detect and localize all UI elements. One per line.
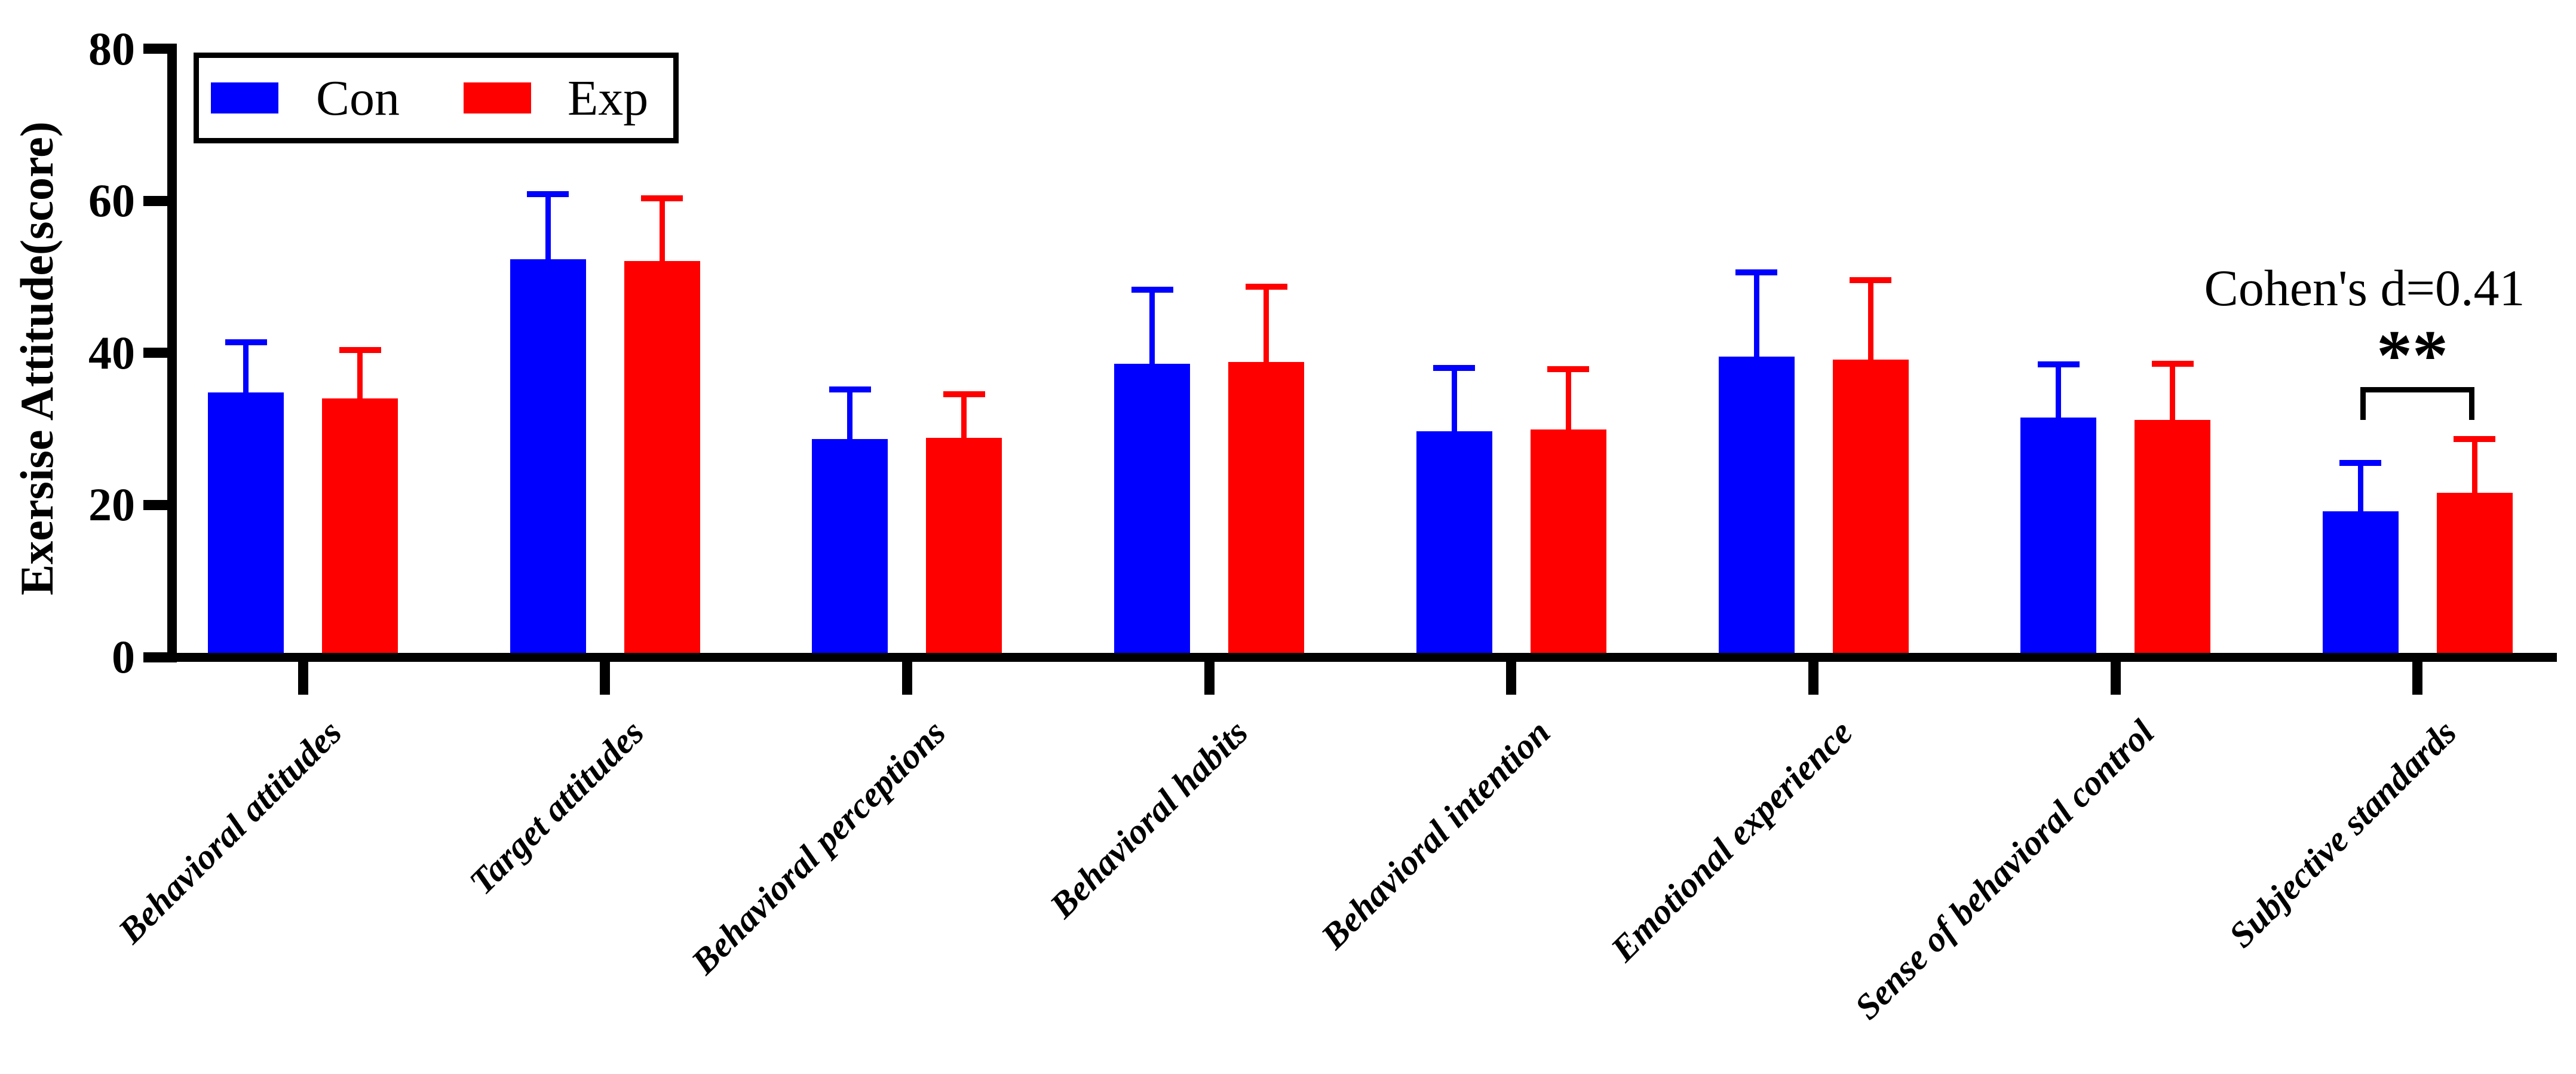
error-cap-exp-3 bbox=[943, 391, 985, 397]
error-stem-exp-8 bbox=[2471, 438, 2477, 495]
x-tick bbox=[1506, 662, 1517, 695]
error-stem-con-8 bbox=[2357, 463, 2363, 513]
category-label-2: Target attitudes bbox=[461, 712, 652, 903]
error-stem-exp-1 bbox=[357, 349, 363, 400]
bar-exp-4 bbox=[1228, 362, 1305, 657]
error-stem-exp-6 bbox=[1867, 280, 1873, 361]
error-cap-exp-7 bbox=[2151, 360, 2194, 367]
bar-con-4 bbox=[1114, 363, 1191, 657]
bar-exp-7 bbox=[2135, 419, 2211, 657]
x-tick bbox=[298, 662, 308, 695]
x-tick bbox=[1204, 662, 1215, 695]
legend-label-con: Con bbox=[316, 70, 400, 126]
legend: Con Exp bbox=[194, 53, 679, 143]
effect-size-label: Cohen's d=0.41 bbox=[2204, 259, 2525, 317]
error-stem-con-2 bbox=[545, 194, 551, 261]
x-tick bbox=[2110, 662, 2121, 695]
error-stem-con-1 bbox=[243, 342, 249, 394]
category-label-4: Behavioral habits bbox=[1042, 712, 1256, 926]
legend-swatch-exp bbox=[464, 82, 531, 113]
x-tick bbox=[600, 662, 611, 695]
bar-exp-1 bbox=[322, 398, 398, 657]
error-cap-exp-8 bbox=[2454, 435, 2496, 442]
error-cap-con-2 bbox=[527, 191, 569, 197]
category-label-5: Behavioral intention bbox=[1313, 712, 1558, 957]
y-tick-label: 60 bbox=[88, 174, 135, 227]
error-cap-con-1 bbox=[225, 339, 267, 345]
bar-con-6 bbox=[1718, 357, 1795, 657]
significance-bracket-top bbox=[2360, 387, 2474, 392]
error-cap-con-6 bbox=[1735, 269, 1778, 275]
error-stem-con-7 bbox=[2056, 364, 2062, 419]
category-label-6: Emotional experience bbox=[1603, 712, 1860, 969]
error-cap-exp-2 bbox=[641, 195, 683, 202]
bar-con-1 bbox=[208, 392, 284, 657]
error-cap-exp-4 bbox=[1245, 284, 1287, 290]
x-tick bbox=[901, 662, 912, 695]
y-tick-label: 40 bbox=[88, 326, 135, 379]
significance-bracket-right-leg bbox=[2469, 387, 2474, 420]
x-tick bbox=[2412, 662, 2423, 695]
error-cap-exp-6 bbox=[1850, 277, 1892, 283]
bar-exp-6 bbox=[1832, 360, 1909, 657]
bar-con-7 bbox=[2020, 418, 2097, 657]
bar-con-5 bbox=[1416, 431, 1492, 657]
significance-bracket-left-leg bbox=[2360, 387, 2366, 420]
legend-label-exp: Exp bbox=[568, 70, 649, 126]
y-tick bbox=[143, 44, 177, 54]
error-stem-con-3 bbox=[847, 389, 853, 440]
category-label-7: Sense of behavioral control bbox=[1847, 712, 2162, 1027]
error-cap-exp-1 bbox=[339, 346, 381, 353]
error-cap-con-3 bbox=[829, 386, 871, 392]
bar-exp-3 bbox=[926, 438, 1002, 657]
error-stem-con-5 bbox=[1451, 368, 1457, 432]
error-stem-exp-4 bbox=[1264, 287, 1269, 364]
error-cap-con-8 bbox=[2339, 460, 2382, 467]
error-stem-exp-3 bbox=[961, 394, 967, 440]
error-stem-exp-5 bbox=[1565, 369, 1571, 431]
bar-con-3 bbox=[812, 438, 888, 657]
category-label-1: Behavioral attitudes bbox=[111, 712, 349, 951]
y-tick bbox=[143, 348, 177, 358]
error-cap-con-4 bbox=[1131, 287, 1173, 293]
y-tick bbox=[143, 195, 177, 206]
x-axis-line bbox=[167, 653, 2557, 662]
error-cap-con-7 bbox=[2037, 361, 2080, 367]
bar-con-8 bbox=[2322, 511, 2399, 657]
x-tick bbox=[1808, 662, 1819, 695]
y-tick-label: 80 bbox=[88, 22, 135, 75]
category-label-3: Behavioral perceptions bbox=[683, 712, 953, 982]
legend-swatch-con bbox=[211, 82, 278, 113]
bar-con-2 bbox=[510, 259, 586, 657]
error-stem-con-4 bbox=[1149, 290, 1155, 365]
y-tick bbox=[143, 499, 177, 510]
error-stem-exp-7 bbox=[2170, 363, 2176, 421]
y-tick-label: 20 bbox=[88, 478, 135, 531]
bar-exp-5 bbox=[1530, 429, 1606, 657]
significance-stars: ** bbox=[2376, 315, 2448, 395]
bar-exp-2 bbox=[624, 260, 700, 657]
error-stem-con-6 bbox=[1753, 272, 1759, 358]
y-tick-label: 0 bbox=[112, 631, 135, 683]
category-label-8: Subjective standards bbox=[2221, 712, 2464, 955]
error-cap-exp-5 bbox=[1547, 366, 1590, 372]
error-cap-con-5 bbox=[1433, 365, 1476, 372]
error-stem-exp-2 bbox=[659, 198, 665, 262]
bar-exp-8 bbox=[2436, 493, 2513, 657]
